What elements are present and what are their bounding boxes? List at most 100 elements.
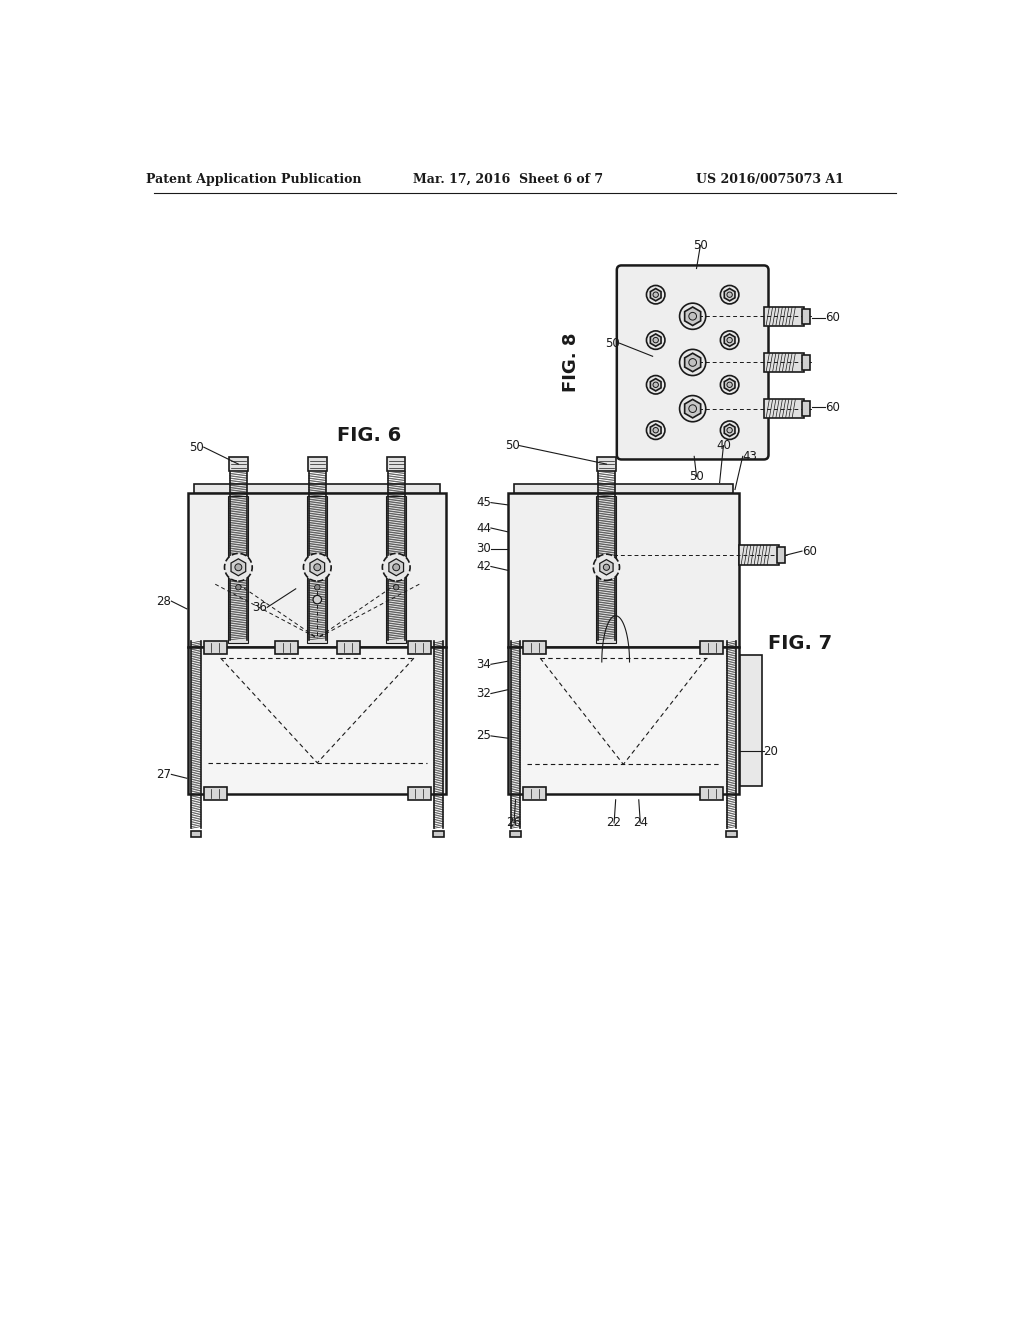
Text: 43: 43 [742, 450, 758, 463]
Bar [195, 484, 440, 494]
Bar [188, 647, 446, 793]
Circle shape [653, 428, 658, 433]
Text: 50: 50 [505, 440, 519, 453]
Bar [803, 309, 810, 323]
Bar [700, 642, 724, 653]
Text: Mar. 17, 2016  Sheet 6 of 7: Mar. 17, 2016 Sheet 6 of 7 [413, 173, 603, 186]
Circle shape [689, 359, 696, 367]
Bar [408, 788, 431, 800]
Bar [190, 830, 202, 837]
Text: 44: 44 [476, 521, 490, 535]
Circle shape [653, 338, 658, 343]
Text: 40: 40 [716, 440, 731, 453]
Text: 50: 50 [689, 470, 703, 483]
Bar [523, 642, 547, 653]
Bar [274, 642, 298, 653]
Circle shape [393, 564, 399, 570]
Circle shape [314, 585, 319, 590]
Circle shape [720, 421, 739, 440]
Bar [204, 642, 226, 653]
Bar [307, 496, 328, 643]
Text: 60: 60 [802, 545, 817, 557]
Text: 32: 32 [476, 686, 490, 700]
Bar [739, 545, 779, 565]
FancyBboxPatch shape [616, 265, 768, 459]
Circle shape [224, 553, 252, 581]
Polygon shape [600, 560, 613, 576]
Bar [523, 788, 547, 800]
Bar [700, 788, 724, 800]
Polygon shape [724, 334, 735, 346]
Circle shape [689, 313, 696, 321]
Circle shape [646, 331, 665, 350]
Circle shape [720, 331, 739, 350]
Text: 26: 26 [507, 816, 521, 829]
Text: 30: 30 [476, 543, 490, 556]
Polygon shape [389, 558, 403, 576]
Text: 45: 45 [476, 496, 490, 510]
Polygon shape [724, 379, 735, 391]
Circle shape [720, 376, 739, 395]
Text: 42: 42 [476, 560, 490, 573]
Bar [387, 457, 406, 471]
Text: 25: 25 [476, 730, 490, 742]
Bar [596, 496, 616, 643]
Circle shape [727, 292, 732, 297]
Bar [508, 494, 739, 647]
Text: FIG. 6: FIG. 6 [337, 426, 401, 445]
Circle shape [680, 304, 706, 330]
Circle shape [234, 564, 242, 570]
Circle shape [393, 585, 399, 590]
Bar [514, 484, 733, 494]
Text: 60: 60 [825, 312, 841, 325]
Text: FIG. 8: FIG. 8 [562, 333, 581, 392]
Text: 20: 20 [764, 744, 778, 758]
Circle shape [653, 381, 658, 388]
Bar [408, 642, 431, 653]
Circle shape [313, 564, 321, 570]
Bar [308, 457, 327, 471]
Circle shape [313, 595, 322, 603]
Text: 28: 28 [157, 594, 171, 607]
Circle shape [680, 350, 706, 376]
Bar [726, 830, 736, 837]
Polygon shape [310, 558, 325, 576]
Bar [803, 355, 810, 370]
Text: US 2016/0075073 A1: US 2016/0075073 A1 [695, 173, 844, 186]
Circle shape [593, 554, 620, 581]
Polygon shape [231, 558, 246, 576]
Text: 36: 36 [252, 601, 267, 614]
Polygon shape [650, 379, 662, 391]
Bar [433, 830, 444, 837]
Polygon shape [685, 354, 700, 372]
Bar [740, 655, 762, 785]
Polygon shape [724, 424, 735, 437]
Circle shape [689, 405, 696, 413]
Bar [386, 496, 407, 643]
Text: Patent Application Publication: Patent Application Publication [146, 173, 361, 186]
Text: 34: 34 [476, 657, 490, 671]
Polygon shape [650, 334, 662, 346]
Bar [764, 306, 804, 326]
Polygon shape [685, 308, 700, 326]
Circle shape [727, 381, 732, 388]
Bar [508, 647, 739, 793]
Bar [228, 496, 249, 643]
Bar [597, 457, 615, 471]
Bar [510, 830, 521, 837]
Circle shape [646, 376, 665, 395]
Circle shape [720, 285, 739, 304]
Polygon shape [685, 400, 700, 418]
Text: 24: 24 [633, 816, 648, 829]
Circle shape [603, 564, 609, 570]
Circle shape [303, 553, 331, 581]
Text: FIG. 7: FIG. 7 [768, 634, 833, 653]
Circle shape [236, 585, 241, 590]
Bar [764, 399, 804, 418]
Circle shape [653, 292, 658, 297]
Text: 60: 60 [825, 400, 841, 413]
Bar [204, 788, 226, 800]
Text: 50: 50 [189, 441, 204, 454]
Bar [803, 401, 810, 416]
Text: 22: 22 [606, 816, 622, 829]
